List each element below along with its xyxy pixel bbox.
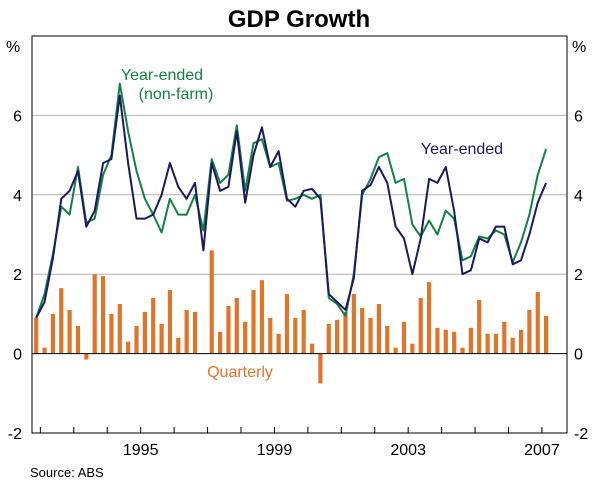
quarterly-bar <box>376 303 382 354</box>
quarterly-bar <box>259 280 264 354</box>
quarterly-bar <box>226 305 231 354</box>
quarterly-bar <box>418 298 423 354</box>
annotation-nonfarm-line2: (non-farm) <box>139 86 214 103</box>
y-tick-label-right: -2 <box>574 426 588 443</box>
quarterly-bar <box>159 323 164 354</box>
annotation-nonfarm-line1: Year-ended <box>121 67 203 84</box>
source-note: Source: ABS <box>30 465 104 480</box>
quarterly-bar <box>301 309 306 354</box>
annotation-year-ended: Year-ended <box>421 141 503 158</box>
quarterly-bar <box>209 250 214 354</box>
quarterly-bars <box>34 250 549 384</box>
quarterly-bar <box>217 331 223 354</box>
quarterly-bar <box>34 317 39 354</box>
quarterly-bar <box>50 313 55 354</box>
quarterly-bar <box>510 337 515 354</box>
quarterly-bar <box>401 321 407 354</box>
quarterly-bar <box>117 303 122 354</box>
y-tick-label-left: 6 <box>13 108 22 125</box>
grid-lines <box>32 114 567 275</box>
y-tick-label-left: -2 <box>8 426 22 443</box>
x-tick-labels: 1995 1999 2003 2007 <box>123 442 560 459</box>
quarterly-bar <box>42 347 47 354</box>
quarterly-bar <box>184 309 189 354</box>
quarterly-bar <box>326 323 331 354</box>
quarterly-bar <box>410 343 415 354</box>
quarterly-bar <box>527 309 532 354</box>
quarterly-bar <box>535 292 540 354</box>
quarterly-bar <box>443 329 448 354</box>
quarterly-bar <box>368 317 373 354</box>
x-tick-label: 1995 <box>123 442 159 459</box>
right-unit-label: % <box>572 39 586 56</box>
quarterly-bar <box>142 311 147 354</box>
quarterly-bar <box>309 343 315 354</box>
year-ended-nonfarm-line <box>35 82 548 319</box>
quarterly-bar <box>426 282 432 354</box>
quarterly-bar <box>234 298 239 354</box>
left-unit-label: % <box>6 39 20 56</box>
quarterly-bar <box>360 307 365 354</box>
quarterly-bar <box>293 317 298 354</box>
y-tick-label-left: 0 <box>13 347 22 364</box>
quarterly-bar <box>343 311 348 354</box>
quarterly-bar <box>84 353 89 360</box>
quarterly-bar <box>192 311 198 354</box>
quarterly-bar <box>351 294 356 354</box>
annotation-quarterly: Quarterly <box>207 364 273 381</box>
quarterly-bar <box>67 309 72 354</box>
quarterly-bar <box>100 276 106 354</box>
quarterly-bar <box>176 337 181 354</box>
quarterly-bar <box>151 298 156 354</box>
quarterly-bar <box>518 329 524 354</box>
quarterly-bar <box>502 321 507 354</box>
quarterly-bar <box>126 341 131 354</box>
quarterly-bar <box>435 327 440 354</box>
quarterly-bar <box>109 313 114 354</box>
quarterly-bar <box>477 300 482 354</box>
quarterly-bar <box>251 290 256 354</box>
quarterly-bar <box>268 317 273 354</box>
y-tick-label-right: 2 <box>574 267 583 284</box>
quarterly-bar <box>335 319 340 354</box>
quarterly-bar <box>460 347 465 354</box>
x-tick-label: 2003 <box>390 442 426 459</box>
y-tick-labels: -2 -2 0 0 2 2 4 4 6 6 <box>8 108 589 443</box>
y-tick-label-right: 4 <box>574 188 583 205</box>
year-ended-line <box>35 94 548 319</box>
quarterly-bar <box>167 290 173 354</box>
quarterly-bar <box>75 325 81 354</box>
chart-title: GDP Growth <box>228 6 370 33</box>
plot-frame <box>31 35 568 434</box>
quarterly-bar <box>318 353 323 384</box>
quarterly-bar <box>493 333 499 354</box>
quarterly-bar <box>393 347 398 354</box>
y-tick-label-right: 0 <box>574 347 583 364</box>
x-tick-label: 1999 <box>257 442 293 459</box>
quarterly-bar <box>134 325 139 354</box>
quarterly-bar <box>468 327 473 354</box>
quarterly-bar <box>92 274 97 354</box>
x-tick-label: 2007 <box>524 442 560 459</box>
x-ticks <box>39 427 543 433</box>
quarterly-bar <box>385 325 390 354</box>
y-tick-label-right: 6 <box>574 108 583 125</box>
quarterly-bar <box>59 288 64 354</box>
quarterly-bar <box>452 331 457 354</box>
quarterly-bar <box>544 315 549 354</box>
quarterly-bar <box>284 294 290 354</box>
y-tick-label-left: 2 <box>13 267 22 284</box>
quarterly-bar <box>485 333 490 354</box>
y-tick-label-left: 4 <box>13 188 22 205</box>
quarterly-bar <box>276 333 281 354</box>
quarterly-bar <box>243 321 248 354</box>
series-lines <box>35 82 548 319</box>
